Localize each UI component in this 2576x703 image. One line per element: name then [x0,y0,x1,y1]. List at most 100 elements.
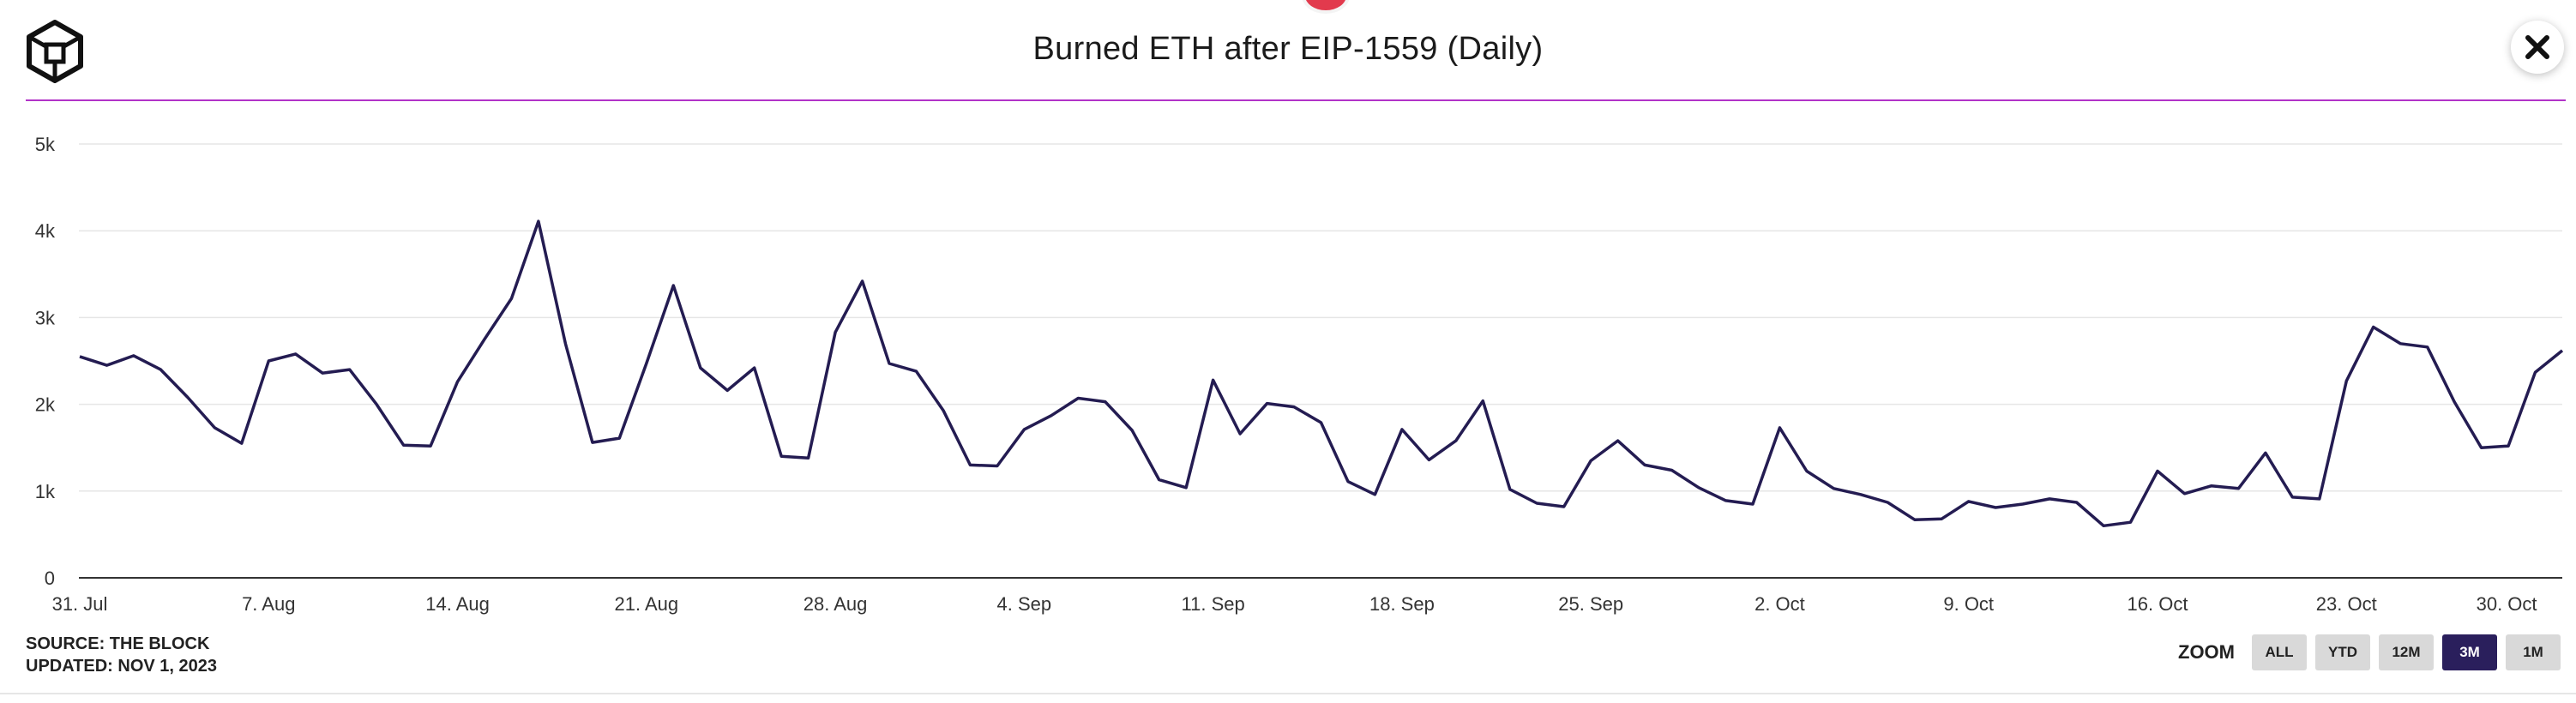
data-point[interactable] [614,433,624,443]
data-point[interactable] [641,358,652,369]
data-point[interactable] [858,276,868,286]
data-point[interactable] [399,440,409,450]
data-point[interactable] [1882,497,1893,508]
data-point[interactable] [155,364,166,375]
data-point[interactable] [722,385,732,395]
data-point[interactable] [317,368,328,378]
close-button[interactable] [2511,21,2564,74]
data-point[interactable] [587,437,598,448]
data-point[interactable] [1397,424,1407,435]
data-point[interactable] [1369,490,1380,500]
data-point[interactable] [2206,481,2217,491]
data-point[interactable] [479,334,490,345]
zoom-12m-button[interactable]: 12M [2379,634,2434,670]
data-point[interactable] [1586,455,1596,466]
data-point[interactable] [2557,345,2567,356]
data-point[interactable] [1423,454,1434,465]
data-point[interactable] [2233,484,2243,494]
data-point[interactable] [1100,397,1110,407]
data-point[interactable] [1235,429,1245,439]
data-point[interactable] [2503,441,2513,451]
data-point[interactable] [884,358,894,369]
data-point[interactable] [1721,496,1731,506]
data-point[interactable] [695,363,706,373]
series-line-burned-eth[interactable] [79,219,2564,528]
data-point[interactable] [1774,423,1785,433]
data-point[interactable] [1478,396,1488,406]
data-point[interactable] [1505,484,1515,495]
data-point[interactable] [560,339,570,349]
data-point[interactable] [237,438,247,448]
data-point[interactable] [183,393,193,403]
data-point[interactable] [1289,402,1299,412]
data-point[interactable] [1073,394,1083,404]
data-point[interactable] [2152,466,2163,477]
data-point[interactable] [1828,484,1839,494]
data-point[interactable] [2072,497,2082,508]
data-point[interactable] [291,349,301,359]
data-point[interactable] [1640,460,1650,470]
data-point[interactable] [830,327,840,338]
data-point[interactable] [1667,466,1677,476]
data-point[interactable] [1316,418,1327,428]
data-point[interactable] [1046,411,1056,421]
data-point[interactable] [2260,448,2271,458]
data-point[interactable] [371,400,382,410]
data-point[interactable] [1451,436,1461,446]
data-point[interactable] [2395,339,2405,349]
data-point[interactable] [1802,466,1812,477]
data-point[interactable] [533,216,544,226]
data-point[interactable] [1262,399,1273,409]
zoom-3m-button[interactable]: 3M [2442,634,2497,670]
data-point[interactable] [1964,496,1974,507]
data-point[interactable] [1532,498,1542,508]
data-point[interactable] [2098,520,2109,531]
data-point[interactable] [2018,499,2028,509]
data-point[interactable] [776,451,786,461]
data-point[interactable] [1990,502,2001,513]
data-point[interactable] [263,356,274,366]
data-point[interactable] [1181,483,1191,493]
data-point[interactable] [912,366,922,376]
data-point[interactable] [749,363,760,373]
data-point[interactable] [1613,436,1623,446]
data-point[interactable] [1748,499,1758,509]
data-point[interactable] [2449,397,2459,407]
data-point[interactable] [75,352,85,362]
zoom-ytd-button[interactable]: YTD [2315,634,2370,670]
zoom-1m-button[interactable]: 1M [2506,634,2561,670]
data-point[interactable] [938,406,948,416]
data-point[interactable] [345,364,355,375]
data-point[interactable] [803,453,814,463]
data-point[interactable] [209,423,220,433]
data-point[interactable] [1910,514,1920,525]
data-point[interactable] [1856,490,1866,500]
data-point[interactable] [1208,375,1219,385]
data-point[interactable] [2368,322,2379,333]
data-point[interactable] [2341,376,2351,386]
data-point[interactable] [2287,492,2297,502]
data-point[interactable] [2423,342,2433,352]
data-point[interactable] [1694,483,1704,493]
data-point[interactable] [1019,424,1029,435]
data-point[interactable] [668,280,678,291]
data-point[interactable] [507,293,517,303]
data-point[interactable] [2531,367,2541,377]
data-point[interactable] [992,461,1002,472]
data-point[interactable] [2044,494,2055,504]
data-point[interactable] [1154,475,1165,485]
data-point[interactable] [1343,477,1353,487]
data-point[interactable] [2477,442,2487,453]
data-point[interactable] [1936,514,1947,524]
data-point[interactable] [965,460,975,470]
data-point[interactable] [2126,517,2136,527]
data-point[interactable] [1559,502,1569,512]
data-point[interactable] [453,376,463,387]
zoom-all-button[interactable]: ALL [2252,634,2307,670]
data-point[interactable] [129,351,139,361]
data-point[interactable] [2180,489,2190,499]
data-point[interactable] [102,360,112,370]
data-point[interactable] [1127,425,1137,436]
data-point[interactable] [2314,494,2325,504]
data-point[interactable] [425,441,436,451]
